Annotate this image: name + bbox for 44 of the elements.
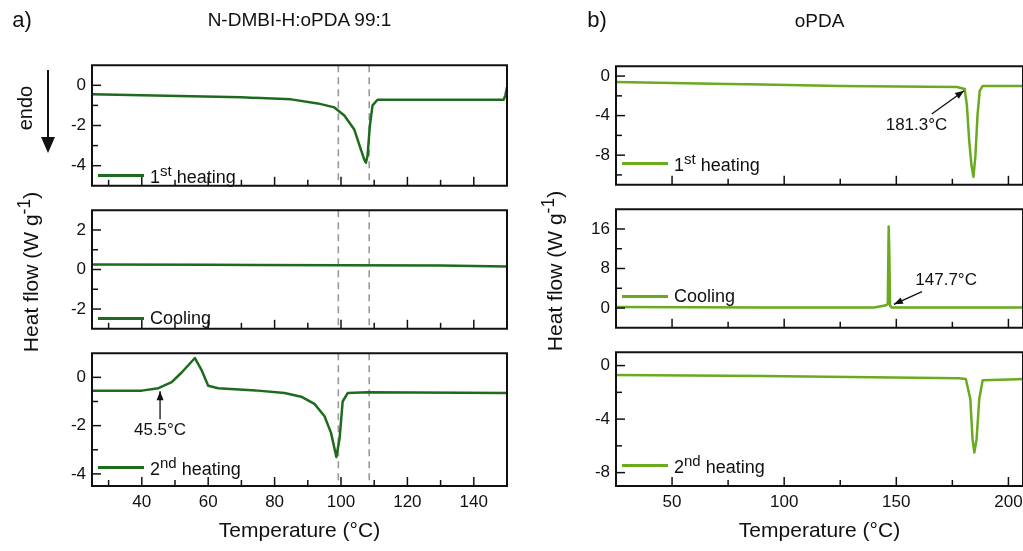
legend-label: Cooling bbox=[150, 307, 212, 329]
y-tick-label: -2 bbox=[70, 415, 86, 435]
y-tick-label: 0 bbox=[76, 74, 86, 94]
legend-label: Cooling bbox=[674, 285, 736, 307]
annotation: 147.7°C bbox=[915, 270, 977, 290]
y-tick-label: 2 bbox=[76, 219, 86, 239]
y-tick-label: 0 bbox=[76, 259, 86, 279]
y-tick-label: -8 bbox=[594, 144, 610, 164]
x-tick-label: 50 bbox=[662, 491, 682, 511]
y-tick-label: -2 bbox=[70, 115, 86, 135]
y-tick-label: -4 bbox=[70, 155, 86, 175]
legend-label: 1$^{st}$ heating bbox=[674, 150, 760, 176]
annotation: 45.5°C bbox=[133, 419, 187, 439]
chart-title: oPDA bbox=[793, 10, 846, 32]
y-tick-label: 16 bbox=[591, 218, 610, 238]
x-tick-label: 200 bbox=[994, 491, 1023, 511]
y-tick-label: -4 bbox=[594, 105, 610, 125]
x-tick-label: 120 bbox=[393, 491, 422, 511]
text: b) bbox=[587, 7, 607, 33]
x-tick-label: 100 bbox=[769, 491, 799, 511]
x-axis-title: Temperature (°C) bbox=[217, 518, 382, 542]
x-tick-label: 60 bbox=[198, 491, 218, 511]
y-tick-label: 0 bbox=[600, 65, 610, 85]
y-tick-label: -2 bbox=[70, 298, 86, 318]
chart-title: N-DMBI-H:oPDA 99:1 bbox=[206, 9, 393, 31]
x-tick-label: 150 bbox=[882, 491, 911, 511]
y-tick-label: -4 bbox=[594, 408, 610, 428]
legend-label: 2$^{nd}$ heating bbox=[674, 452, 765, 478]
y-tick-label: -8 bbox=[594, 462, 610, 482]
text: a) bbox=[12, 7, 32, 33]
y-tick-label: 0 bbox=[600, 355, 610, 375]
text: endo bbox=[13, 85, 37, 131]
x-tick-label: 140 bbox=[459, 491, 488, 511]
y-tick-label: 0 bbox=[600, 297, 610, 317]
x-tick-label: 80 bbox=[265, 491, 285, 511]
x-axis-title: Temperature (°C) bbox=[737, 518, 902, 542]
y-tick-label: -4 bbox=[70, 463, 86, 483]
x-tick-label: 40 bbox=[132, 491, 152, 511]
x-tick-label: 100 bbox=[326, 491, 356, 511]
annotation: 181.3°C bbox=[885, 114, 948, 134]
legend-label: 1$^{st}$ heating bbox=[150, 162, 236, 188]
y-tick-label: 0 bbox=[76, 367, 86, 387]
legend-label: 2$^{nd}$ heating bbox=[150, 454, 241, 480]
y-tick-label: 8 bbox=[600, 258, 610, 278]
